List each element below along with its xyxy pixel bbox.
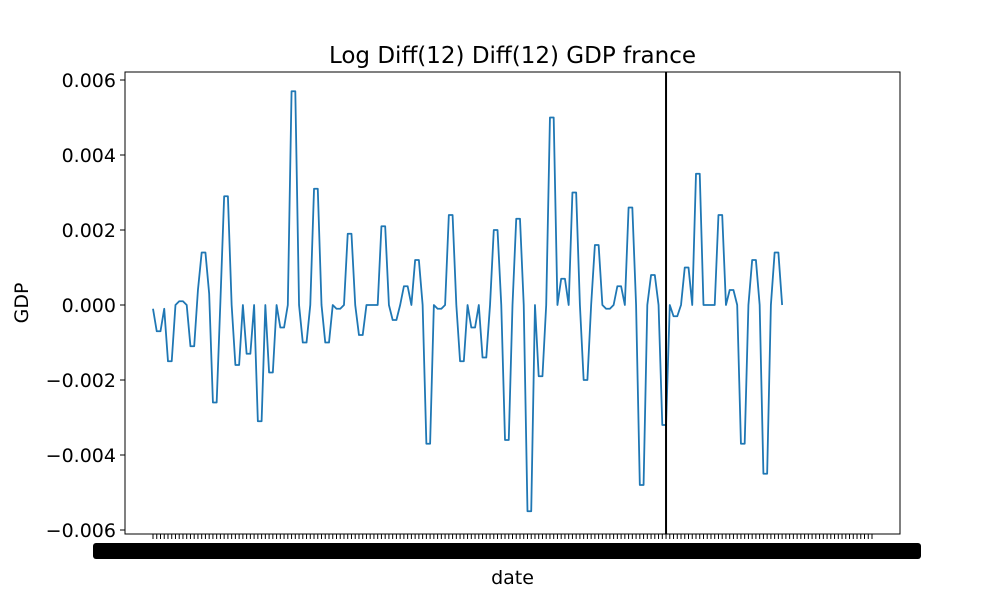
y-tick-label: 0.004 [62,145,116,167]
y-tick-label: −0.004 [46,445,116,467]
y-axis-ticks: −0.006 −0.004 −0.002 0.000 0.002 0.004 0.006 [46,70,125,542]
y-tick-label: −0.006 [46,520,116,542]
x-tick-labels-overlap-band [93,543,921,559]
x-axis-label: date [491,567,534,589]
chart-title: Log Diff(12) Diff(12) GDP france [329,43,696,69]
y-tick-label: 0.006 [62,70,116,92]
x-axis-ticks [93,534,921,559]
y-axis-label: GDP [11,283,33,324]
y-tick-label: 0.002 [62,220,116,242]
y-tick-label: −0.002 [46,370,116,392]
y-tick-label: 0.000 [62,295,116,317]
plot-area-frame [124,71,901,535]
series-line-gdp [152,90,784,513]
